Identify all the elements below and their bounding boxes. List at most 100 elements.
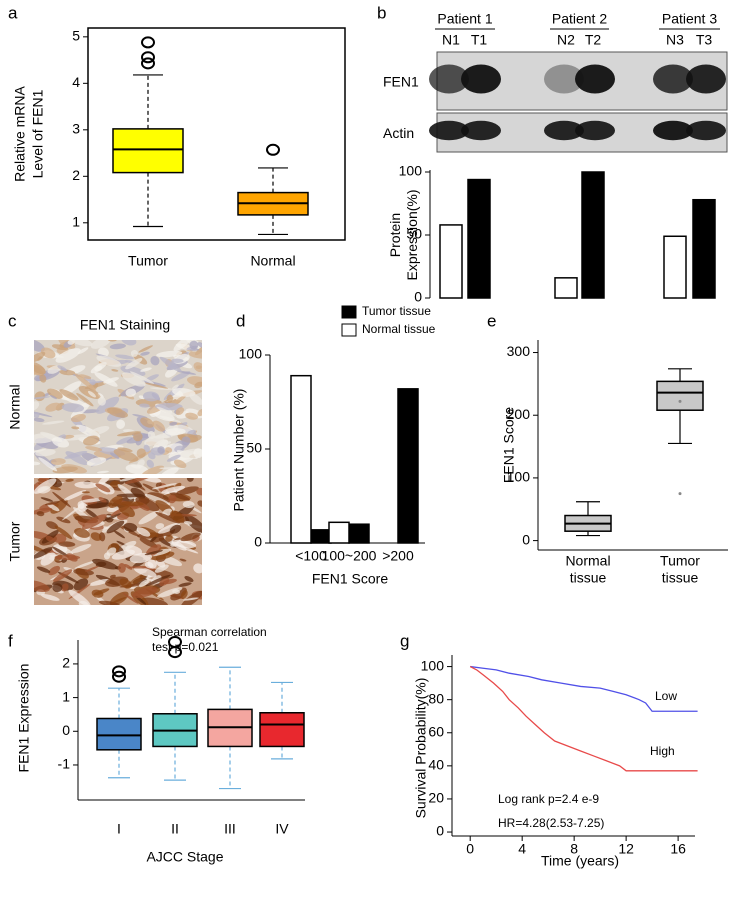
- stain-texture: [71, 413, 86, 423]
- stain-texture: [78, 374, 92, 379]
- annotation: HR=4.28(2.53-7.25): [498, 816, 604, 830]
- stain-texture: [125, 464, 149, 474]
- row-label: Normal: [7, 384, 23, 429]
- stain-texture: [110, 597, 127, 604]
- blot-band: [686, 120, 726, 141]
- stain-texture: [145, 574, 171, 587]
- blot-band: [575, 120, 615, 141]
- survival-curve: [469, 666, 698, 772]
- stain-texture: [96, 355, 122, 367]
- stain-texture: [173, 340, 192, 352]
- stain-texture: [116, 419, 126, 429]
- stain-texture: [121, 340, 137, 346]
- stain-texture: [159, 578, 170, 587]
- y-axis-label: Level of FEN1: [30, 89, 46, 178]
- stain-texture: [175, 407, 185, 416]
- stain-texture: [111, 369, 119, 372]
- stain-texture: [65, 478, 74, 482]
- blot-band: [653, 120, 693, 141]
- stain-texture: [40, 497, 54, 502]
- stain-texture: [44, 501, 60, 506]
- stain-texture: [74, 560, 96, 569]
- stain-texture: [180, 532, 201, 542]
- box: [259, 712, 305, 748]
- stain-texture: [96, 396, 120, 414]
- outlier: [112, 670, 126, 683]
- mean-dot: [678, 399, 682, 403]
- y-tick-label: 100: [239, 346, 263, 362]
- y-tick-label: 3: [72, 121, 80, 137]
- stain-texture: [196, 487, 202, 496]
- stain-texture: [106, 547, 117, 556]
- survival-curve: [470, 665, 698, 712]
- stain-texture: [34, 547, 53, 559]
- stain-texture: [193, 563, 202, 574]
- stain-texture: [34, 417, 45, 423]
- stain-texture: [138, 511, 160, 525]
- y-tick-label: 100: [399, 163, 423, 179]
- blot-band: [544, 64, 584, 94]
- stain-texture: [184, 575, 194, 583]
- stain-texture: [150, 356, 160, 366]
- stain-texture: [136, 448, 146, 459]
- stain-texture: [166, 454, 182, 462]
- y-tick-label: 0: [522, 531, 530, 547]
- stain-texture: [80, 498, 104, 503]
- stain-texture: [39, 374, 47, 383]
- stain-texture: [47, 503, 60, 512]
- stain-texture: [84, 508, 99, 520]
- stain-texture: [37, 486, 51, 494]
- stain-texture: [117, 431, 142, 437]
- blot-band: [544, 120, 584, 141]
- legend-swatch: [341, 305, 357, 319]
- stain-texture: [182, 501, 195, 509]
- stain-texture: [157, 446, 165, 454]
- stain-texture: [175, 544, 199, 554]
- stain-texture: [52, 437, 70, 448]
- bar: [348, 523, 370, 544]
- chart-title: FEN1 Staining: [80, 317, 170, 333]
- stain-texture: [94, 372, 118, 387]
- stain-texture: [55, 348, 81, 363]
- x-tick-label: 16: [670, 841, 686, 857]
- stain-texture: [85, 566, 99, 572]
- y-tick-label: 0: [414, 289, 422, 305]
- patient-label: Patient 1: [437, 11, 492, 27]
- stain-texture: [107, 407, 128, 418]
- stain-texture: [106, 506, 120, 513]
- stain-texture: [34, 401, 40, 411]
- panel-letter: e: [487, 311, 496, 330]
- stain-texture: [83, 435, 100, 446]
- blot-row-label: FEN1: [383, 74, 419, 90]
- stain-texture: [74, 528, 90, 538]
- x-tick-label: Tumor: [660, 553, 700, 569]
- stain-texture: [160, 467, 179, 474]
- chart-title: Spearman correlation: [152, 625, 267, 639]
- stain-texture: [138, 345, 153, 353]
- stain-texture: [87, 390, 96, 398]
- stain-texture: [74, 373, 96, 391]
- stain-texture: [34, 410, 53, 418]
- y-tick-label: 0: [62, 722, 70, 738]
- stain-texture: [164, 441, 172, 445]
- stain-texture: [115, 354, 134, 360]
- y-tick-label: 5: [72, 28, 80, 44]
- stain-texture: [110, 452, 120, 459]
- panel-letter: f: [8, 631, 13, 650]
- stain-texture: [147, 452, 156, 460]
- outlier: [266, 143, 280, 156]
- lane-label: N1: [442, 32, 460, 48]
- stain-texture: [65, 451, 88, 466]
- stain-texture: [52, 533, 67, 544]
- stain-texture: [85, 446, 103, 452]
- panel-letter: b: [377, 3, 386, 22]
- stain-texture: [34, 507, 53, 515]
- outlier: [678, 492, 682, 496]
- stain-texture: [82, 514, 107, 530]
- stain-texture: [48, 565, 61, 576]
- x-tick-label: 4: [518, 841, 526, 857]
- stain-texture: [38, 457, 58, 472]
- stain-texture: [59, 369, 76, 376]
- stain-texture: [118, 562, 126, 573]
- y-tick-label: 20: [428, 790, 444, 806]
